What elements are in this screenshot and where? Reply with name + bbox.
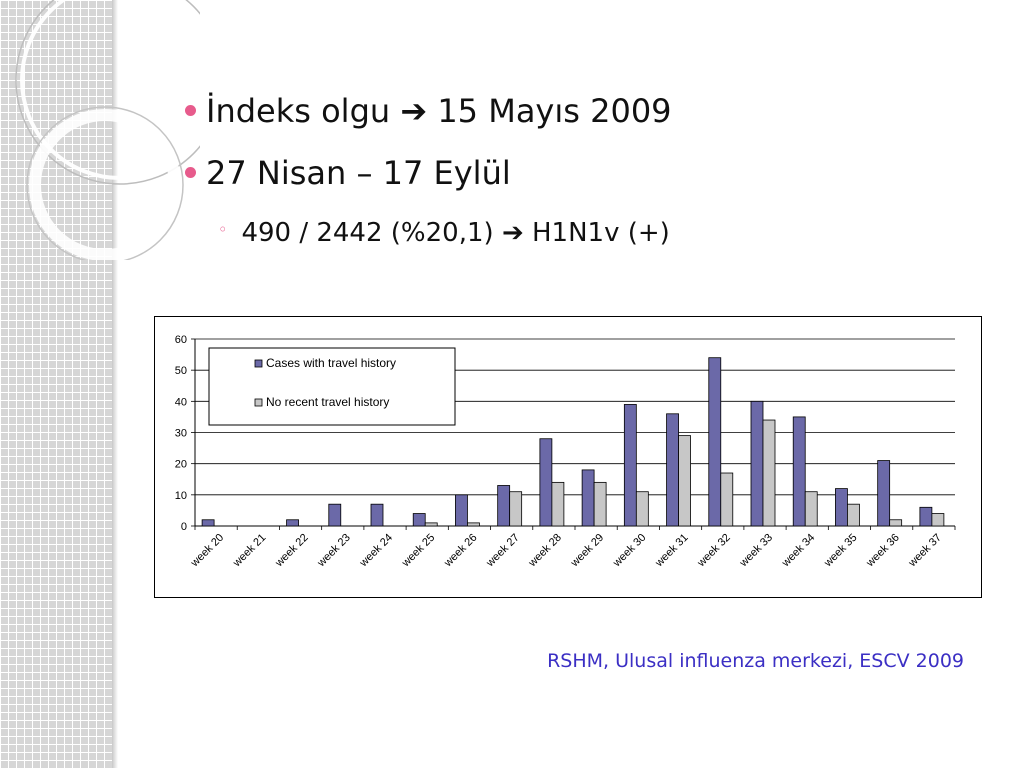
decorative-strip-shadow [112,0,118,768]
bar-no-travel-week-36 [889,519,903,527]
bar-travel-week-20 [201,519,215,527]
y-tick-label: 30 [175,428,187,440]
x-tick-label: week 37 [906,532,944,570]
bar-no-travel-week-35 [847,503,860,527]
arrow-right-icon: ➔ [501,218,524,248]
bar-travel-week-36 [877,460,891,527]
bar-travel-week-29 [581,469,595,527]
bullet-text-after: H1N1v (+) [532,218,670,248]
bar-no-travel-week-26 [467,522,480,527]
bar-no-travel-week-37 [931,513,945,527]
bullet-dot [185,166,196,178]
bar-no-travel-week-27 [509,491,523,527]
y-tick-label: 10 [175,490,187,502]
x-tick-label: week 31 [653,532,691,570]
y-tick-label: 0 [181,521,187,533]
legend-swatch [254,398,263,407]
bullet-text: 27 Nisan – 17 Eylül [206,154,511,192]
legend-box [208,347,456,426]
x-tick-label: week 29 [568,532,606,570]
bar-travel-week-32 [708,357,722,527]
bullet-text: 490 / 2442 (%20,1) [241,218,494,248]
x-tick-label: week 22 [273,532,311,570]
legend-label: No recent travel history [266,395,389,409]
x-tick-label: week 35 [821,532,859,570]
bullet-text: İndeks olgu [206,92,391,130]
y-tick-label: 50 [175,365,187,377]
x-tick-label: week 21 [230,532,268,570]
bar-travel-week-22 [286,519,299,527]
bar-travel-week-27 [497,485,511,527]
bar-travel-week-24 [370,503,384,527]
bullet-text-after: 15 Mayıs 2009 [437,92,672,130]
arrow-right-icon: ➔ [400,92,428,130]
x-tick-label: week 34 [779,532,817,570]
x-tick-label: week 28 [526,532,564,570]
chart-container: 0 10 20 30 40 50 60 week 20 week 21 week 22 week 2… [154,316,982,598]
bar-no-travel-week-29 [593,481,607,527]
y-tick-label: 60 [175,334,187,346]
bar-travel-week-34 [792,416,806,527]
bar-travel-week-31 [666,413,679,527]
bullet-dot [185,104,196,116]
y-tick-label: 40 [175,396,187,408]
legend-label: Cases with travel history [266,356,396,370]
x-tick-label: week 32 [695,532,733,570]
bar-travel-week-37 [919,506,933,527]
bar-travel-week-25 [412,513,426,527]
y-tick-label: 20 [175,459,187,471]
bar-no-travel-week-30 [635,491,649,527]
bar-no-travel-week-31 [678,435,691,527]
x-tick-label: week 36 [864,532,902,570]
bar-no-travel-week-33 [762,419,776,527]
bar-travel-week-26 [455,494,468,527]
x-tick-label: week 25 [399,532,437,570]
x-tick-label: week 23 [315,532,353,570]
bar-no-travel-week-34 [804,491,818,527]
bar-travel-week-35 [835,488,848,527]
bullet-date-range: 27 Nisan – 17 Eylül [185,154,511,192]
sub-bullet-positive-ratio: ◦ 490 / 2442 (%20,1) ➔ H1N1v (+) [218,218,670,248]
x-tick-label: week 20 [188,532,226,570]
bar-no-travel-week-25 [424,522,438,527]
sub-bullet-ring-icon: ◦ [218,220,228,239]
bullet-index-case: İndeks olgu ➔ 15 Mayıs 2009 [185,92,672,130]
x-tick-label: week 27 [484,532,522,570]
x-tick-label: week 26 [441,532,479,570]
legend-swatch [254,359,263,368]
decorative-circles [15,0,200,260]
x-tick-label: week 24 [357,532,395,570]
bar-travel-week-30 [623,404,637,527]
bar-travel-week-28 [539,438,553,527]
bar-travel-week-33 [750,400,764,527]
source-citation: RSHM, Ulusal influenza merkezi, ESCV 200… [547,650,964,672]
bar-no-travel-week-32 [720,472,734,527]
x-tick-label: week 30 [610,532,648,570]
bar-travel-week-23 [328,503,342,527]
bar-no-travel-week-28 [551,481,565,527]
x-tick-label: week 33 [737,532,775,570]
